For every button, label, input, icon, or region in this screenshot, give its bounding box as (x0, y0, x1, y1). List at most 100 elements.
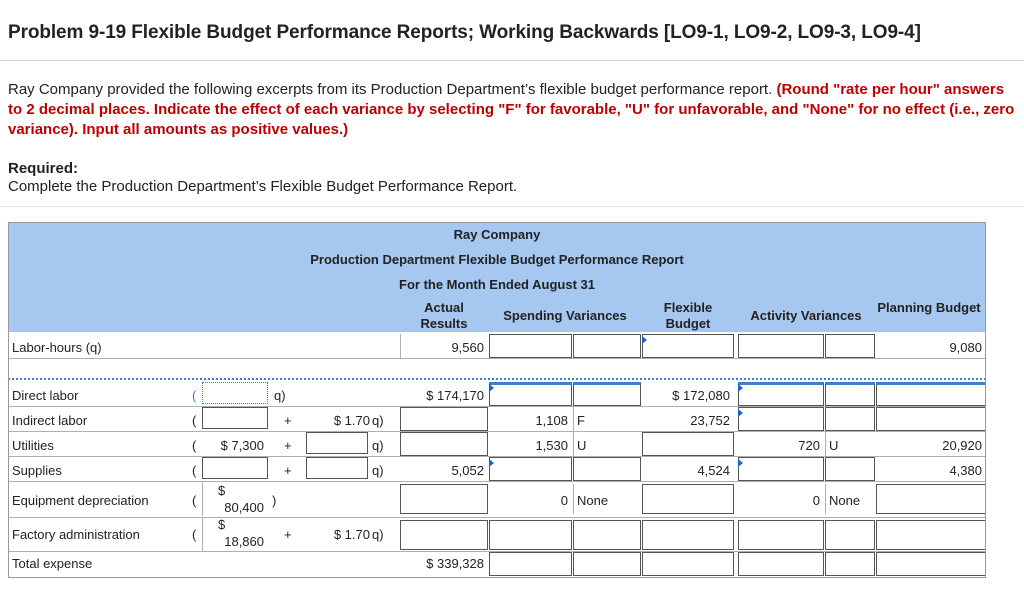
total-actual: $ 339,328 (426, 556, 484, 571)
q-suffix: q) (372, 527, 384, 542)
direct-labor-spending-effect[interactable] (573, 382, 641, 406)
row-label-equipment-depreciation: Equipment depreciation (12, 493, 149, 508)
direct-labor-spending-input[interactable] (489, 382, 572, 406)
row-label-total-expense: Total expense (12, 556, 93, 571)
indirect-labor-flexible: 23,752 (690, 413, 730, 428)
indirect-labor-spending: 1,108 (535, 413, 568, 428)
indirect-labor-activity-input[interactable] (738, 407, 824, 431)
equipment-planning-input[interactable] (876, 484, 986, 514)
factory-rate: $ 1.70 (333, 527, 370, 542)
supplies-flexible: 4,524 (697, 463, 730, 478)
q-suffix: q) (372, 438, 384, 453)
labor-spending-var-input[interactable] (489, 334, 572, 358)
indirect-labor-activity-effect[interactable] (825, 407, 875, 431)
dropdown-indicator-icon (738, 384, 743, 392)
direct-labor-fixed-input[interactable] (202, 382, 268, 404)
supplies-activity-input[interactable] (738, 457, 824, 481)
direct-labor-activity-input[interactable] (738, 382, 824, 406)
indirect-labor-fixed-input[interactable] (202, 407, 268, 429)
equipment-fixed-dollar: $ (218, 483, 226, 498)
dropdown-indicator-icon (489, 459, 494, 467)
supplies-fixed-input[interactable] (202, 457, 268, 479)
instructions-text: Ray Company provided the following excer… (8, 81, 773, 98)
plus-sign: + (284, 413, 292, 428)
col-planning-budget: Planning Budget (877, 300, 981, 315)
equipment-spending: 0 (560, 493, 568, 508)
col-flexible-budget: Flexible Budget (663, 300, 713, 331)
col-spending-variances: Spending Variances (503, 308, 627, 323)
q-suffix: q) (372, 463, 384, 478)
equipment-flexible-input[interactable] (642, 484, 734, 514)
indirect-labor-spending-effect: F (577, 413, 585, 428)
utilities-activity: 720 (798, 438, 820, 453)
factory-actual-input[interactable] (400, 520, 488, 550)
row-label-direct-labor: Direct labor (12, 388, 79, 403)
total-flexible-input[interactable] (642, 552, 734, 576)
utilities-rate-input[interactable] (306, 432, 368, 454)
utilities-planning: 20,920 (942, 438, 982, 453)
col-activity-variances: Activity Variances (750, 308, 862, 323)
total-planning-input[interactable] (876, 552, 986, 576)
factory-flexible-input[interactable] (642, 520, 734, 550)
equipment-activity: 0 (812, 493, 820, 508)
report-name: Production Department Flexible Budget Pe… (8, 246, 986, 272)
direct-labor-flexible: $ 172,080 (672, 388, 730, 403)
dropdown-indicator-icon (738, 459, 743, 467)
total-activity-effect[interactable] (825, 552, 875, 576)
dropdown-indicator-icon (489, 384, 494, 392)
indirect-labor-rate: $ 1.70 (333, 413, 370, 428)
plus-sign: + (284, 527, 292, 542)
column-header-band (8, 296, 986, 332)
equipment-spending-effect: None (577, 493, 609, 508)
dropdown-indicator-icon (738, 409, 743, 417)
factory-spending-effect[interactable] (573, 520, 641, 550)
section-divider (8, 378, 986, 380)
equipment-actual-input[interactable] (400, 484, 488, 514)
factory-planning-input[interactable] (876, 520, 986, 550)
required-label: Required: (8, 160, 79, 177)
supplies-rate-input[interactable] (306, 457, 368, 479)
labor-spending-effect-select[interactable] (573, 334, 641, 358)
equipment-fixed: 80,400 (224, 500, 264, 515)
instructions-note: (Round "rate per hour" answers to 2 deci… (8, 81, 1015, 138)
total-spending-effect[interactable] (573, 552, 641, 576)
factory-spending-input[interactable] (489, 520, 572, 550)
direct-labor-actual: $ 174,170 (426, 388, 484, 403)
equipment-activity-effect: None (829, 493, 861, 508)
instructions: Ray Company provided the following excer… (8, 80, 1018, 140)
labor-activity-effect-select[interactable] (825, 334, 875, 358)
factory-fixed-dollar: $ (218, 517, 226, 532)
factory-fixed: 18,860 (224, 534, 264, 549)
labor-hours-actual: 9,560 (451, 340, 484, 355)
utilities-fixed: $ 7,300 (220, 438, 264, 453)
labor-activity-var-input[interactable] (738, 334, 824, 358)
row-label-factory-administration: Factory administration (12, 527, 140, 542)
direct-labor-planning-input[interactable] (876, 382, 986, 406)
labor-hours-planning: 9,080 (949, 340, 982, 355)
utilities-activity-effect: U (829, 438, 839, 453)
utilities-spending: 1,530 (535, 438, 568, 453)
plus-sign: + (284, 463, 292, 478)
report-company: Ray Company (8, 222, 986, 246)
supplies-spending-input[interactable] (489, 457, 572, 481)
utilities-actual-input[interactable] (400, 432, 488, 456)
total-spending-input[interactable] (489, 552, 572, 576)
divider (0, 206, 1024, 207)
factory-activity-effect[interactable] (825, 520, 875, 550)
plus-sign: + (284, 438, 292, 453)
supplies-spending-effect[interactable] (573, 457, 641, 481)
col-actual-results: Actual Results (420, 300, 468, 331)
utilities-flexible-input[interactable] (642, 432, 734, 456)
total-activity-input[interactable] (738, 552, 824, 576)
labor-flexible-input[interactable] (642, 334, 734, 358)
utilities-spending-effect: U (577, 438, 587, 453)
indirect-labor-actual-input[interactable] (400, 407, 488, 431)
supplies-activity-effect[interactable] (825, 457, 875, 481)
factory-activity-input[interactable] (738, 520, 824, 550)
problem-title: Problem 9-19 Flexible Budget Performance… (8, 22, 921, 43)
indirect-labor-planning-input[interactable] (876, 407, 986, 431)
direct-labor-activity-effect[interactable] (825, 382, 875, 406)
supplies-planning: 4,380 (949, 463, 982, 478)
supplies-actual: 5,052 (451, 463, 484, 478)
performance-report: Ray Company Production Department Flexib… (8, 222, 986, 578)
